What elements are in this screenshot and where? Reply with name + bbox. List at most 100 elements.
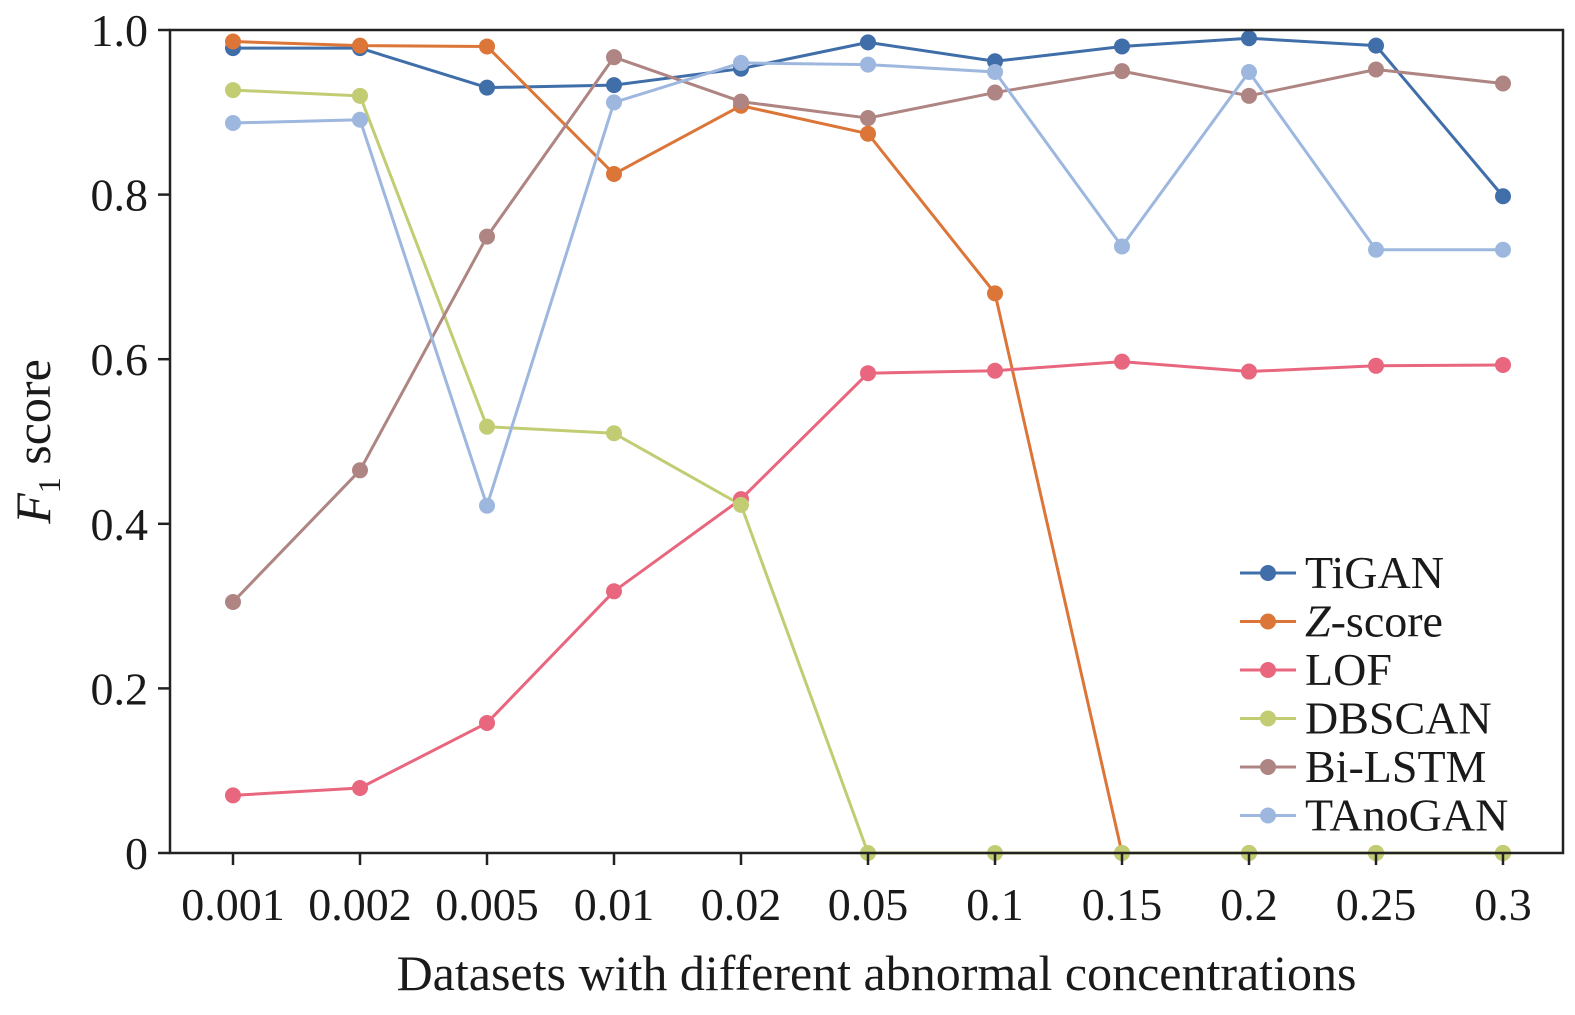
x-tick-label: 0.02 <box>701 879 782 930</box>
x-tick-label: 0.05 <box>828 879 909 930</box>
data-point-tigan <box>1368 37 1384 54</box>
x-axis-ticks: 0.001 0.002 0.005 0.01 0.02 0.05 0.1 0.15 0.2 0.2… <box>181 853 1532 930</box>
x-tick-label: 0.15 <box>1082 879 1163 930</box>
data-point-lof <box>987 362 1003 379</box>
data-point-lof <box>479 714 495 731</box>
legend-item-lof: LOF <box>1240 644 1392 695</box>
data-point-bi-lstm <box>860 110 876 127</box>
legend-item-tigan: TiGAN <box>1240 547 1444 598</box>
data-point-tanogan <box>225 114 241 131</box>
data-point-lof <box>606 583 622 600</box>
x-tick-label: 0.25 <box>1336 879 1417 930</box>
legend-label-text: TAnoGAN <box>1305 790 1508 841</box>
data-point-bi-lstm <box>1114 63 1130 80</box>
data-point-bi-lstm <box>225 593 241 610</box>
data-point-z-score <box>479 38 495 55</box>
data-point-tanogan <box>1241 63 1257 80</box>
data-point-lof <box>1241 363 1257 380</box>
y-axis-ticks: 0 0.2 0.4 0.6 0.8 1.0 <box>91 5 170 879</box>
legend-item-bi-lstm: Bi-LSTM <box>1240 741 1486 792</box>
data-point-tanogan <box>1495 241 1511 258</box>
legend-label-text: -score <box>1331 596 1443 647</box>
data-point-dbscan <box>225 82 241 99</box>
x-tick-label: 0.005 <box>435 879 539 930</box>
legend-label: Bi-LSTM <box>1305 741 1486 792</box>
x-tick-label: 0.002 <box>308 879 412 930</box>
data-point-dbscan <box>352 87 368 104</box>
y-axis-title-main: F <box>5 493 61 525</box>
y-tick-label: 0 <box>125 828 148 879</box>
legend-item-dbscan: DBSCAN <box>1240 693 1492 744</box>
legend-label: TAnoGAN <box>1305 790 1508 841</box>
data-point-z-score <box>352 37 368 54</box>
data-point-dbscan <box>606 425 622 442</box>
data-point-bi-lstm <box>733 93 749 110</box>
data-point-z-score <box>860 125 876 142</box>
data-point-tanogan <box>987 63 1003 80</box>
data-point-dbscan <box>479 418 495 435</box>
data-point-tigan <box>1114 38 1130 55</box>
data-point-tigan <box>606 77 622 94</box>
y-tick-label: 0.2 <box>91 663 149 714</box>
data-point-tanogan <box>352 111 368 128</box>
data-point-lof <box>225 787 241 804</box>
data-point-tanogan <box>733 54 749 71</box>
data-point-tanogan <box>1368 241 1384 258</box>
x-axis-title: Datasets with different abnormal concent… <box>397 945 1357 1001</box>
data-point-bi-lstm <box>1241 87 1257 104</box>
data-point-tigan <box>1495 188 1511 205</box>
x-tick-label: 0.1 <box>966 879 1024 930</box>
data-point-bi-lstm <box>606 49 622 66</box>
y-axis-title: F1 score <box>5 359 67 525</box>
data-point-lof <box>860 365 876 382</box>
legend-label: TiGAN <box>1305 547 1444 598</box>
data-point-bi-lstm <box>987 84 1003 101</box>
data-point-bi-lstm <box>479 228 495 245</box>
x-tick-label: 0.001 <box>181 879 285 930</box>
data-point-z-score <box>225 33 241 50</box>
data-point-dbscan <box>733 496 749 513</box>
data-point-bi-lstm <box>1368 61 1384 78</box>
legend-item-z-score: Z-score <box>1240 596 1443 647</box>
data-point-tanogan <box>606 94 622 111</box>
data-point-tanogan <box>860 56 876 73</box>
data-point-tigan <box>479 79 495 96</box>
data-point-tigan <box>860 34 876 51</box>
data-point-bi-lstm <box>352 462 368 479</box>
legend-swatch-marker <box>1260 807 1276 824</box>
y-axis-title-rest: score <box>5 359 61 477</box>
legend-swatch-marker <box>1260 710 1276 727</box>
y-axis-title-subscript: 1 <box>31 477 67 493</box>
x-tick-label: 0.01 <box>574 879 655 930</box>
legend-label-italic: Z <box>1305 596 1331 647</box>
data-point-bi-lstm <box>1495 75 1511 92</box>
y-tick-label: 0.6 <box>91 334 149 385</box>
legend-swatch-marker <box>1260 759 1276 775</box>
legend-swatch-marker <box>1260 662 1276 678</box>
legend-item-tanogan: TAnoGAN <box>1240 790 1508 841</box>
y-tick-label: 1.0 <box>91 5 149 56</box>
legend-label-text: TiGAN <box>1305 547 1444 598</box>
y-tick-label: 0.4 <box>91 499 149 550</box>
legend-label-text: DBSCAN <box>1305 693 1492 744</box>
legend-swatch-marker <box>1260 613 1276 630</box>
data-point-lof <box>1368 357 1384 374</box>
data-point-lof <box>352 779 368 796</box>
data-point-tigan <box>1241 30 1257 47</box>
plot-frame <box>168 28 1565 855</box>
data-point-z-score <box>987 285 1003 302</box>
legend-label: Z-score <box>1305 596 1443 647</box>
y-tick-label: 0.8 <box>91 170 149 221</box>
legend-label: DBSCAN <box>1305 693 1492 744</box>
data-point-z-score <box>606 166 622 183</box>
legend-label-text: Bi-LSTM <box>1305 741 1486 792</box>
data-point-lof <box>1114 353 1130 370</box>
legend-label: LOF <box>1305 644 1392 695</box>
x-tick-label: 0.2 <box>1220 879 1278 930</box>
data-point-lof <box>1495 356 1511 373</box>
data-point-tanogan <box>1114 238 1130 255</box>
legend-label-text: LOF <box>1305 644 1392 695</box>
